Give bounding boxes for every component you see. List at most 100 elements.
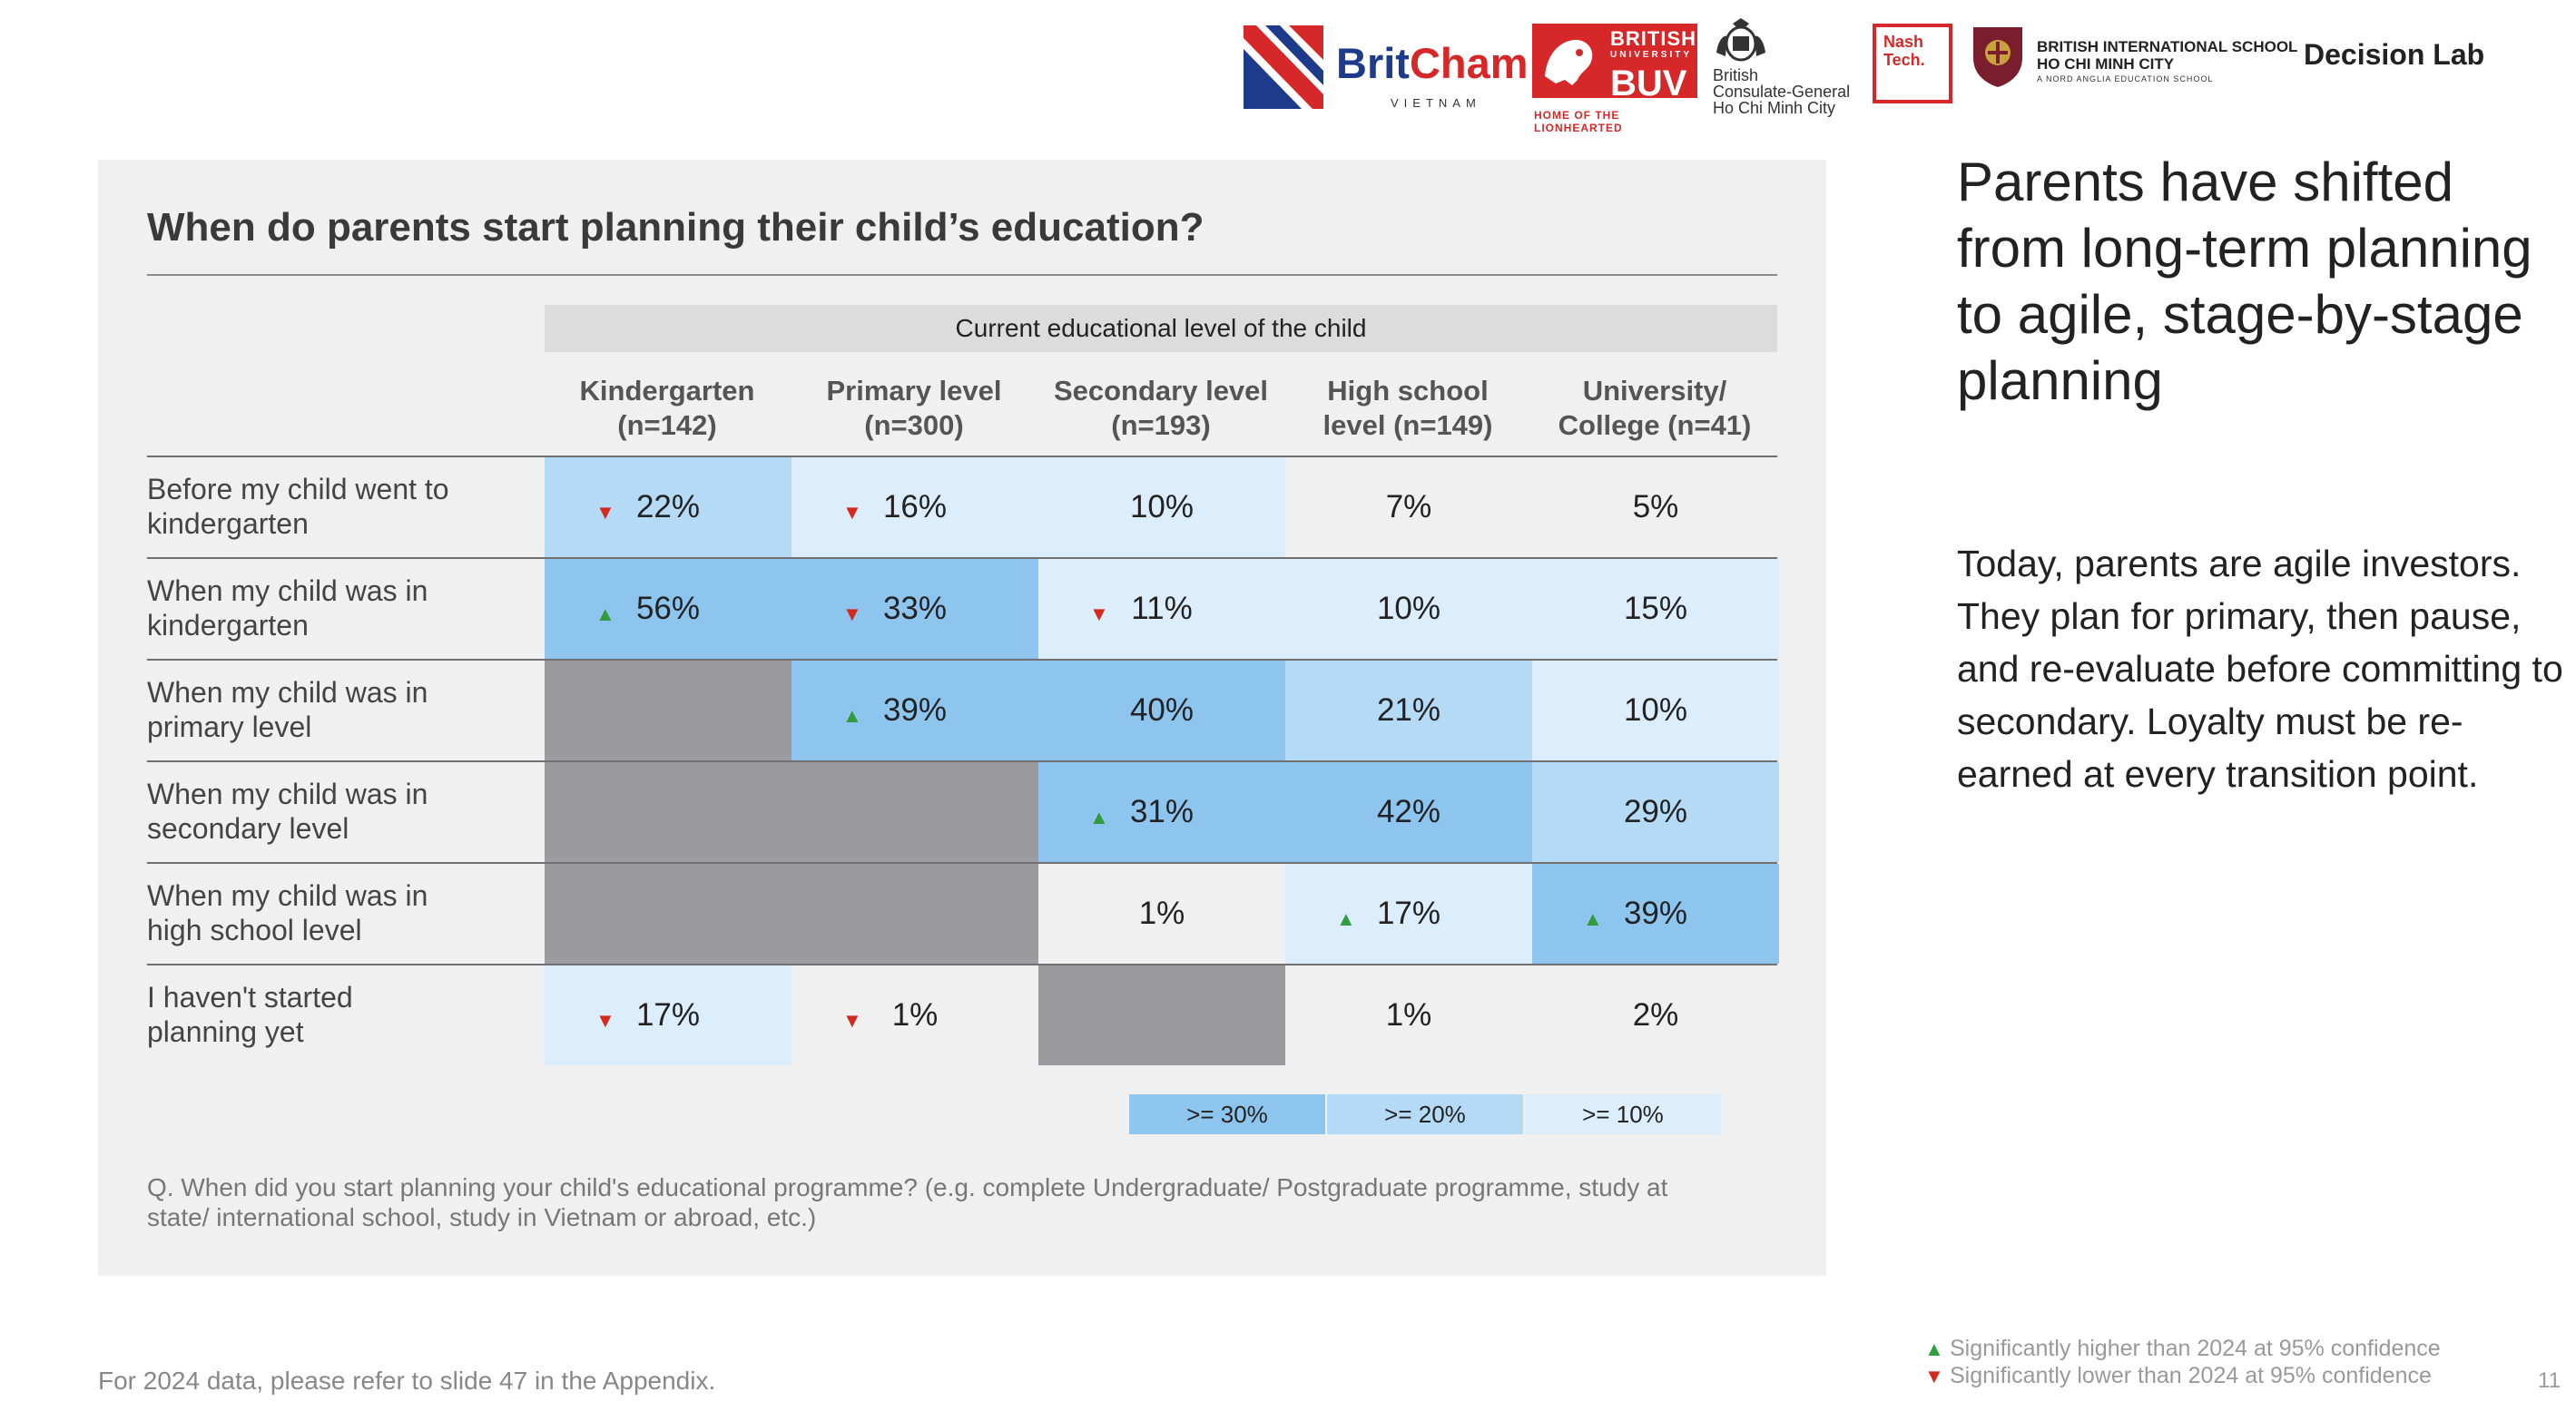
cell-value: 16%	[882, 489, 948, 524]
cell-value: 33%	[882, 591, 948, 626]
table-cell: ▲ 39%	[791, 661, 1038, 760]
body-text: Today, parents are agile investors. They…	[1957, 543, 2563, 795]
row-label: When my child was in high school level	[147, 879, 428, 946]
table-cell: 15%	[1532, 559, 1779, 659]
britcham-subtitle: VIETNAM	[1391, 96, 1481, 110]
table-cell: ▼ 16%	[791, 457, 1038, 557]
nashtech-logo: Nash Tech.	[1873, 24, 1952, 103]
union-flag-icon	[1244, 25, 1323, 109]
down-arrow-icon: ▼	[842, 603, 862, 625]
table-cell: ▼ 11%	[1038, 559, 1285, 659]
row-divider	[147, 964, 1777, 965]
cell-value: 1%	[891, 997, 939, 1033]
sig-higher-legend: ▲ Significantly higher than 2024 at 95% c…	[1924, 1336, 2441, 1361]
buv-line2: UNIVERSITY	[1610, 50, 1693, 60]
sig-lower-legend: ▼ Significantly lower than 2024 at 95% co…	[1924, 1363, 2432, 1388]
row-label: When my child was in kindergarten	[147, 574, 428, 642]
table-cell	[1038, 965, 1285, 1065]
table-cell	[545, 762, 791, 862]
britcham-name: BritCham	[1336, 39, 1529, 87]
nashtech-text: Nash Tech.	[1883, 33, 1925, 69]
cell-value: 10%	[1623, 692, 1688, 728]
table-cell: 10%	[1532, 661, 1779, 760]
table-cell: ▲ 17%	[1285, 864, 1532, 964]
buv-line1: BRITISH	[1610, 27, 1696, 50]
header-divider	[147, 456, 1777, 457]
cell-value: 39%	[882, 692, 948, 728]
consulate-logo: British Consulate-General Ho Chi Minh Ci…	[1711, 16, 1865, 125]
table-cell: ▼ 22%	[545, 457, 791, 557]
row-divider	[147, 659, 1777, 661]
table-cell	[545, 864, 791, 964]
table-cell: 2%	[1532, 965, 1779, 1065]
cell-value: 7%	[1385, 489, 1432, 524]
table-cell: 5%	[1532, 457, 1779, 557]
bis-name: BRITISH INTERNATIONAL SCHOOL HO CHI MINH…	[2037, 38, 2298, 73]
cell-value: 1%	[1385, 997, 1432, 1033]
down-arrow-icon: ▼	[1924, 1365, 1944, 1387]
table-cell: 1%	[1038, 864, 1285, 964]
table-cell: 7%	[1285, 457, 1532, 557]
cell-value: 5%	[1632, 489, 1679, 524]
legend-10: >= 10%	[1525, 1094, 1721, 1134]
column-header: Primary level (n=300)	[826, 375, 1002, 441]
panel-title: When do parents start planning their chi…	[147, 205, 1204, 250]
page-number: 11	[2538, 1368, 2561, 1393]
britcham-logo: BritCham VIETNAM	[1244, 22, 1529, 122]
down-arrow-icon: ▼	[595, 501, 615, 524]
cell-value: 17%	[635, 997, 701, 1033]
cell-value: 29%	[1623, 794, 1688, 829]
cell-value: 42%	[1376, 794, 1441, 829]
row-label: I haven't started planning yet	[147, 981, 353, 1048]
cell-value: 10%	[1376, 591, 1441, 626]
column-header: High school level (n=149)	[1322, 375, 1493, 441]
row-divider	[147, 557, 1777, 559]
cell-value: 1%	[1138, 896, 1185, 931]
table-cell: 40%	[1038, 661, 1285, 760]
cell-value: 21%	[1376, 692, 1441, 728]
cell-value: 17%	[1376, 896, 1441, 931]
bis-tagline: A NORD ANGLIA EDUCATION SCHOOL	[2037, 74, 2214, 83]
down-arrow-icon: ▼	[842, 501, 862, 524]
table-cell: 42%	[1285, 762, 1532, 862]
group-header: Current educational level of the child	[545, 305, 1777, 352]
down-arrow-icon: ▼	[842, 1009, 862, 1032]
partner-logos: BritCham VIETNAM BRITISH UNIVERSITY BUV …	[1244, 16, 2514, 134]
down-arrow-icon: ▼	[595, 1009, 615, 1032]
school-shield-icon	[1973, 27, 2022, 87]
table-cell: ▲ 39%	[1532, 864, 1779, 964]
question-note: Q. When did you start planning your chil…	[147, 1173, 1668, 1231]
up-arrow-icon: ▲	[1089, 806, 1109, 828]
row-divider	[147, 760, 1777, 762]
row-label: Before my child went to kindergarten	[147, 473, 449, 540]
column-header: University/College (n=41)	[1558, 375, 1752, 441]
cell-value: 15%	[1623, 591, 1688, 626]
cell-value: 22%	[635, 489, 701, 524]
table-cell	[545, 661, 791, 760]
table-cell: ▲ 56%	[545, 559, 791, 659]
buv-tagline: HOME OF THE LIONHEARTED	[1534, 109, 1623, 134]
lion-icon	[1545, 39, 1593, 85]
table-cell	[791, 864, 1038, 964]
row-label: When my child was in primary level	[147, 676, 428, 743]
table-cell: 21%	[1285, 661, 1532, 760]
up-arrow-icon: ▲	[842, 704, 862, 727]
table-cell: 1%	[1285, 965, 1532, 1065]
legend-20: >= 20%	[1327, 1094, 1523, 1134]
up-arrow-icon: ▲	[595, 603, 615, 625]
decision-lab-logo: Decision Lab	[2304, 38, 2485, 71]
up-arrow-icon: ▲	[1583, 907, 1603, 930]
row-label: When my child was in secondary level	[147, 778, 428, 845]
headline: Parents have shifted from long-term plan…	[1957, 152, 2532, 411]
chart-panel: When do parents start planning their chi…	[98, 160, 1826, 1276]
buv-line3: BUV	[1610, 64, 1687, 103]
up-arrow-icon: ▲	[1336, 907, 1356, 930]
royal-crest-icon	[1716, 18, 1765, 62]
legend-30: >= 30%	[1129, 1094, 1325, 1134]
column-header: Kindergarten (n=142)	[579, 375, 755, 441]
cell-value: 11%	[1131, 591, 1193, 626]
table-cell: ▼ 1%	[791, 965, 1038, 1065]
down-arrow-icon: ▼	[1089, 603, 1109, 625]
appendix-note: For 2024 data, please refer to slide 47 …	[98, 1367, 716, 1395]
bis-logo: BRITISH INTERNATIONAL SCHOOL HO CHI MINH…	[1970, 24, 2315, 123]
